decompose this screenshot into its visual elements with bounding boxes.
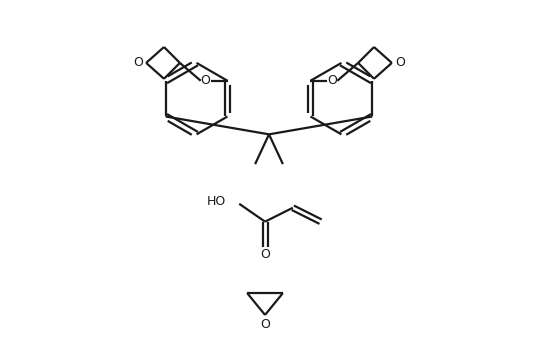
Text: O: O: [260, 318, 270, 331]
Text: O: O: [395, 56, 405, 69]
Text: HO: HO: [207, 195, 226, 208]
Text: O: O: [260, 248, 270, 261]
Text: O: O: [328, 74, 337, 87]
Text: O: O: [201, 74, 210, 87]
Text: O: O: [133, 56, 143, 69]
